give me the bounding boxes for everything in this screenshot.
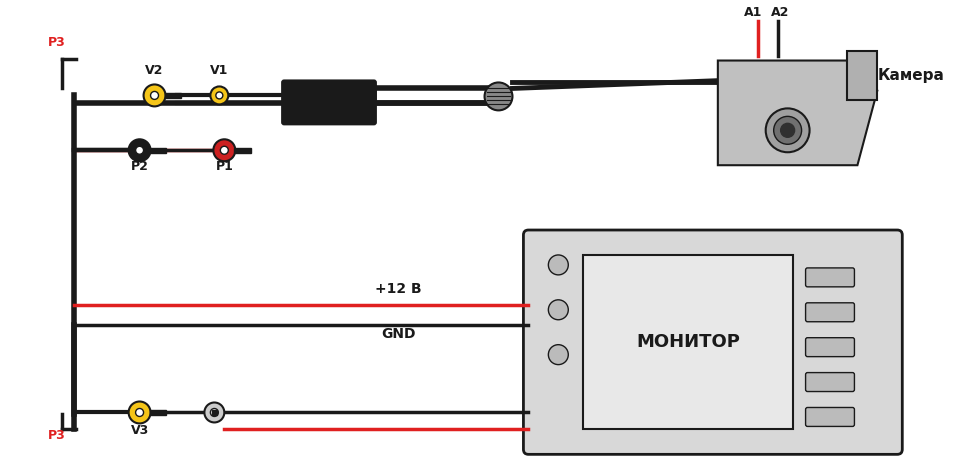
Bar [234,148,252,153]
Circle shape [548,255,568,275]
Circle shape [151,92,158,100]
Bar [164,93,181,98]
FancyBboxPatch shape [282,80,376,124]
Bar [150,410,166,415]
Circle shape [129,139,151,161]
Circle shape [135,146,144,154]
FancyBboxPatch shape [805,303,854,322]
Text: GND: GND [381,327,416,341]
Text: A1: A1 [744,6,762,19]
Circle shape [135,408,144,416]
Circle shape [774,117,802,144]
Text: V3: V3 [131,424,149,438]
Circle shape [204,403,225,422]
Circle shape [144,84,165,106]
Text: A2: A2 [771,6,789,19]
Circle shape [213,139,235,161]
Circle shape [780,123,795,137]
Text: Камера: Камера [877,68,945,84]
Bar [150,148,166,153]
FancyBboxPatch shape [805,337,854,357]
Bar [212,410,217,415]
FancyBboxPatch shape [523,230,902,455]
Circle shape [766,109,809,152]
FancyBboxPatch shape [805,372,854,392]
Circle shape [216,92,223,99]
Text: +12 В: +12 В [375,282,422,296]
Circle shape [210,408,218,416]
Circle shape [210,86,228,104]
Bar [848,51,877,101]
Text: P3: P3 [48,430,65,442]
Text: V2: V2 [145,65,164,77]
Text: V1: V1 [210,65,228,77]
Text: МОНИТОР: МОНИТОР [636,333,740,351]
Circle shape [485,83,513,110]
Circle shape [548,345,568,364]
Circle shape [221,146,228,154]
Text: P1: P1 [215,160,233,173]
Circle shape [129,402,151,423]
FancyBboxPatch shape [805,407,854,426]
Text: P2: P2 [131,160,149,173]
FancyBboxPatch shape [805,268,854,287]
Text: P3: P3 [48,35,65,49]
Bar [584,255,793,430]
Circle shape [548,300,568,320]
Polygon shape [718,60,877,165]
